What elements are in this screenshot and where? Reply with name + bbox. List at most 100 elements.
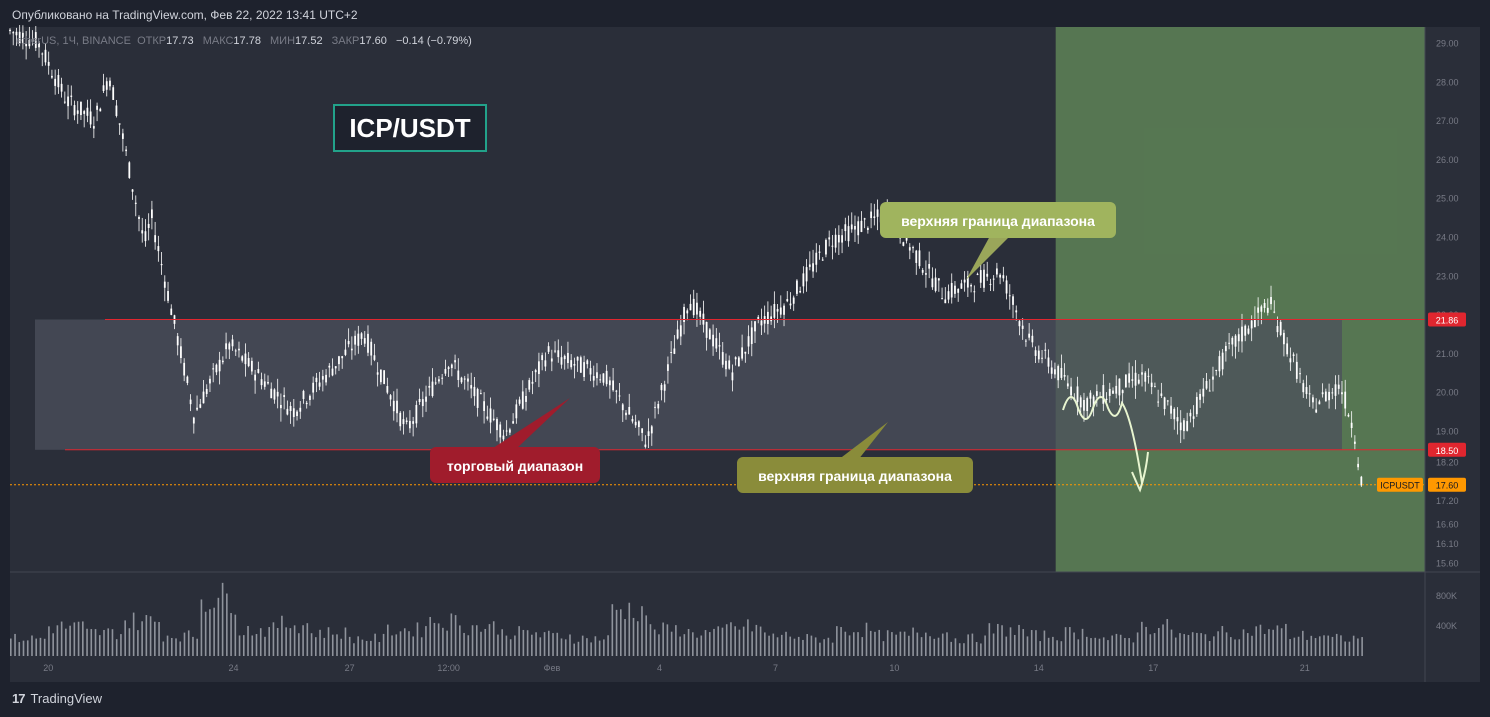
- candle-body: [1263, 302, 1266, 308]
- volume-bar: [357, 636, 359, 656]
- volume-bar: [1056, 640, 1058, 656]
- volume-bar: [564, 639, 567, 656]
- volume-bar: [1344, 641, 1346, 656]
- candle-body: [141, 230, 144, 234]
- volume-bar: [1069, 627, 1071, 656]
- volume-bar: [840, 627, 842, 656]
- candle-body: [583, 362, 585, 378]
- candle-body: [502, 435, 505, 440]
- candle-body: [760, 320, 763, 326]
- candle-body: [995, 268, 998, 275]
- candle-body: [125, 149, 128, 152]
- candle-body: [415, 404, 418, 424]
- volume-bar: [420, 637, 423, 656]
- candle-body: [683, 306, 685, 322]
- tradingview-logo[interactable]: 17 TradingView: [12, 691, 102, 706]
- callout-lower-bg[interactable]: [737, 457, 973, 493]
- candle-body: [334, 366, 337, 369]
- volume-bar: [463, 632, 465, 656]
- price-tick-label: 17.20: [1436, 496, 1459, 506]
- candle-body: [1012, 296, 1014, 305]
- candle-body: [1128, 373, 1131, 383]
- time-axis[interactable]: 20 24 27 12:00 Фев 4 7 10 14 17 21: [43, 663, 1310, 673]
- candle-body: [1025, 340, 1027, 342]
- candle-body: [357, 333, 360, 346]
- volume-bar: [1314, 638, 1317, 656]
- volume-bars: [10, 582, 1363, 656]
- candle-body: [438, 379, 440, 382]
- volume-bar: [615, 609, 618, 656]
- volume-bar: [327, 627, 330, 656]
- volume-bar: [387, 624, 389, 656]
- volume-bar: [276, 627, 279, 656]
- candle-body: [1266, 307, 1269, 313]
- candle-body: [1257, 307, 1260, 313]
- volume-tick-label: 400K: [1436, 621, 1457, 631]
- candle-body: [192, 417, 195, 424]
- candle-body: [512, 421, 515, 424]
- volume-bar: [137, 630, 139, 656]
- volume-bar: [988, 623, 991, 656]
- candle-body: [747, 336, 750, 347]
- volume-bar: [793, 638, 796, 656]
- volume-bar: [158, 622, 160, 656]
- candle-body: [160, 264, 163, 266]
- candle-body: [934, 277, 937, 291]
- candle-body: [1057, 366, 1060, 381]
- volume-bar: [107, 628, 110, 656]
- volume-bar: [22, 640, 25, 656]
- volume-bar: [878, 629, 881, 656]
- volume-bar: [518, 626, 520, 656]
- callout-lower-text: верхняя граница диапазона: [758, 468, 952, 484]
- volume-bar: [1255, 626, 1258, 656]
- volume-bar: [179, 641, 182, 656]
- candle-body: [199, 404, 202, 408]
- volume-bar: [937, 637, 940, 656]
- candle-body: [728, 360, 731, 369]
- volume-bar: [1001, 625, 1003, 656]
- candle-body: [67, 96, 69, 107]
- volume-bar: [221, 582, 224, 656]
- volume-bar: [1213, 636, 1215, 656]
- candle-body: [409, 420, 411, 429]
- candle-body: [254, 374, 257, 381]
- volume-bar: [1217, 631, 1219, 656]
- volume-bar: [475, 625, 478, 656]
- candle-body: [983, 269, 985, 288]
- candle-body: [731, 372, 734, 381]
- candle-body: [1347, 414, 1350, 417]
- price-tick-label: 21.00: [1436, 349, 1459, 359]
- symbol-name[interactable]: etherUS, 1Ч, BINANCE: [16, 35, 131, 47]
- candle-body: [1337, 384, 1340, 389]
- title-box[interactable]: [333, 104, 487, 152]
- volume-bar: [1166, 619, 1169, 656]
- volume-bar: [886, 630, 889, 656]
- candle-body: [134, 202, 137, 204]
- volume-bar: [1187, 634, 1190, 656]
- candle-body: [1286, 343, 1289, 355]
- candle-body: [1163, 397, 1166, 410]
- candle-body: [1105, 398, 1108, 401]
- candle-body: [796, 280, 798, 294]
- candle-body: [1005, 280, 1008, 294]
- price-tick-label: 28.00: [1436, 77, 1459, 87]
- callout-range-bg[interactable]: [430, 447, 600, 483]
- candle-body: [915, 250, 918, 263]
- volume-bar: [399, 631, 402, 656]
- time-tick-label: 20: [43, 663, 53, 673]
- candle-body: [1144, 372, 1147, 382]
- candle-body: [121, 133, 124, 139]
- candle-body: [1357, 463, 1359, 468]
- candle-body: [708, 329, 711, 340]
- volume-bar: [1357, 638, 1359, 656]
- volume-bar: [526, 630, 529, 656]
- candle-body: [1118, 378, 1121, 396]
- volume-bar: [730, 622, 732, 656]
- candle-body: [773, 304, 776, 318]
- candle-body: [215, 364, 218, 373]
- volume-bar: [514, 635, 516, 656]
- callout-upper-bg[interactable]: [880, 202, 1116, 238]
- price-tick-label: 23.00: [1436, 271, 1459, 281]
- candle-body: [870, 211, 873, 219]
